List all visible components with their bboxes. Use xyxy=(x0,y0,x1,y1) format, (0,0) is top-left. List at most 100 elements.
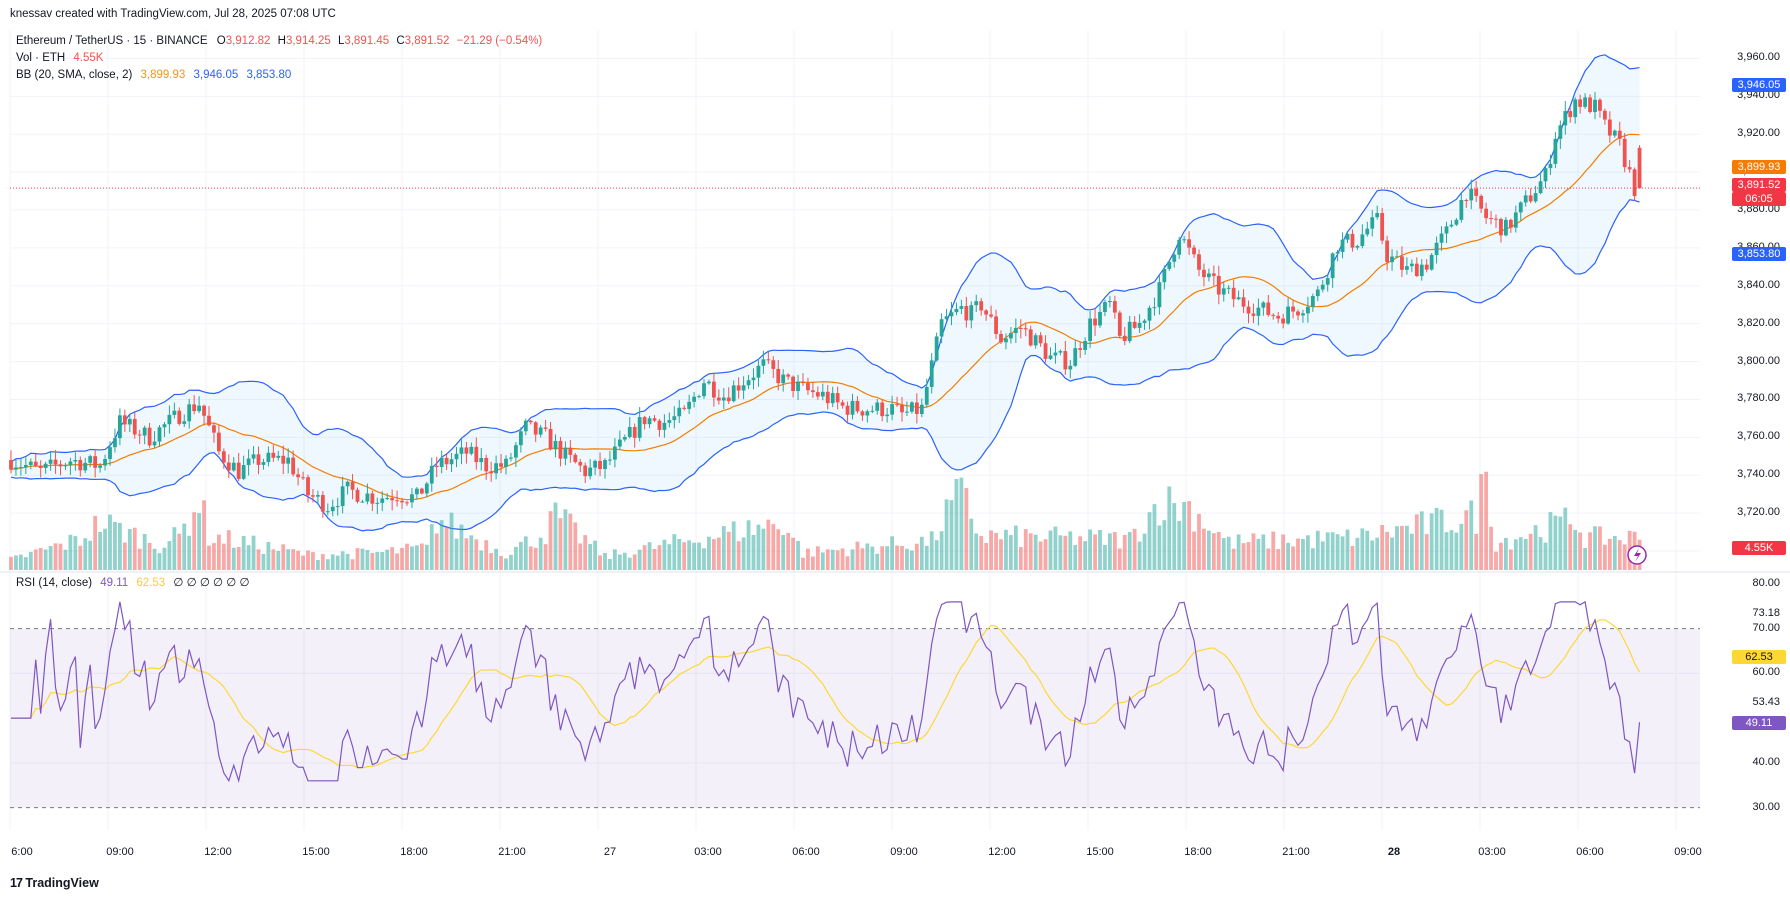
volume-bar xyxy=(68,534,73,570)
candle xyxy=(1172,253,1177,268)
candle-body xyxy=(1063,351,1068,370)
volume-bar xyxy=(1167,486,1172,570)
volume-bar xyxy=(1306,535,1310,570)
candle xyxy=(1340,232,1345,259)
candle xyxy=(929,352,934,394)
volume-bar xyxy=(1454,532,1459,570)
candle xyxy=(613,438,617,468)
candle xyxy=(330,499,335,517)
volume-bar xyxy=(340,551,345,570)
candle xyxy=(127,414,132,433)
candle-body xyxy=(677,407,682,417)
volume-bar xyxy=(1226,536,1231,570)
volume-bar xyxy=(598,555,602,570)
volume-bar xyxy=(246,545,251,570)
candle-body xyxy=(385,498,390,500)
candle-body xyxy=(1122,335,1127,342)
candle xyxy=(1612,129,1617,138)
candle xyxy=(707,379,711,385)
candle xyxy=(1281,313,1286,329)
volume-bar xyxy=(1325,532,1330,570)
volume-bar xyxy=(73,536,78,570)
candle-body xyxy=(509,457,513,459)
candle xyxy=(1073,339,1078,367)
candle xyxy=(860,409,865,421)
volume-bar xyxy=(523,536,528,570)
volume-bar xyxy=(1221,538,1226,570)
candle-body xyxy=(1409,263,1414,267)
volume-bar xyxy=(1588,532,1592,570)
candle xyxy=(1583,93,1587,109)
candle-body xyxy=(840,402,845,406)
candle xyxy=(192,395,197,415)
candle-body xyxy=(137,434,142,436)
volume-bar xyxy=(1083,541,1088,570)
volume-bar xyxy=(944,499,949,570)
volume-bar xyxy=(979,536,984,570)
candle-body xyxy=(360,501,365,503)
candle-body xyxy=(311,495,315,497)
candle-body xyxy=(1013,327,1018,334)
volume-bar xyxy=(1360,528,1365,570)
volume-bar xyxy=(518,541,523,570)
rsi-axis-label: 70.00 xyxy=(1752,621,1780,634)
candle-body xyxy=(518,431,523,446)
volume-bar xyxy=(1444,532,1449,570)
tradingview-logo[interactable]: 17 TradingView xyxy=(10,876,99,890)
volume-bar xyxy=(1568,524,1573,570)
candle-body xyxy=(1251,313,1256,316)
rsi-band-fill xyxy=(10,628,1700,808)
candle-body xyxy=(231,462,236,471)
candle-body xyxy=(301,477,305,479)
candle xyxy=(419,487,424,495)
candle xyxy=(677,400,682,423)
volume-bar xyxy=(820,552,825,570)
candle-body xyxy=(1340,239,1345,252)
volume-bar xyxy=(1419,511,1424,570)
candle xyxy=(1276,311,1281,324)
candle xyxy=(63,462,68,471)
time-axis-label: 12:00 xyxy=(204,846,232,858)
candle xyxy=(1271,313,1276,320)
volume-bar xyxy=(325,559,330,570)
candle-body xyxy=(132,418,137,435)
volume-bar xyxy=(1538,537,1543,570)
candle xyxy=(1231,279,1236,308)
volume-bar xyxy=(1499,542,1503,570)
volume-bar xyxy=(192,512,197,570)
volume-bar xyxy=(177,533,182,570)
candle xyxy=(855,396,860,414)
candle xyxy=(1068,359,1073,379)
time-axis-label: 15:00 xyxy=(302,846,330,858)
volume-bar xyxy=(256,549,261,570)
candle-body xyxy=(1637,147,1642,189)
candle-body xyxy=(1028,329,1033,346)
volume-bar xyxy=(1518,537,1523,570)
candle-body xyxy=(429,465,434,484)
candle xyxy=(68,457,73,476)
volume-bar xyxy=(1028,533,1033,570)
candle xyxy=(1162,265,1167,290)
candle-body xyxy=(1459,200,1464,220)
candle-body xyxy=(642,417,647,425)
volume-bar xyxy=(1207,530,1211,570)
candle-body xyxy=(796,381,800,392)
time-axis-label: 15:00 xyxy=(1086,846,1114,858)
volume-label: Vol · ETH xyxy=(16,52,66,64)
candle xyxy=(231,457,236,472)
candle xyxy=(662,414,667,438)
volume-bar xyxy=(419,543,424,570)
candle-body xyxy=(1400,256,1404,270)
volume-series xyxy=(9,471,1642,570)
candle xyxy=(1405,257,1409,275)
candle-body xyxy=(212,425,216,433)
candle xyxy=(994,309,998,339)
candle-body xyxy=(1088,318,1092,341)
volume-bar xyxy=(231,547,236,570)
volume-bar xyxy=(637,549,642,570)
candle-body xyxy=(538,427,543,435)
candle xyxy=(979,297,984,316)
candle xyxy=(1028,325,1033,347)
candle xyxy=(1360,224,1365,249)
